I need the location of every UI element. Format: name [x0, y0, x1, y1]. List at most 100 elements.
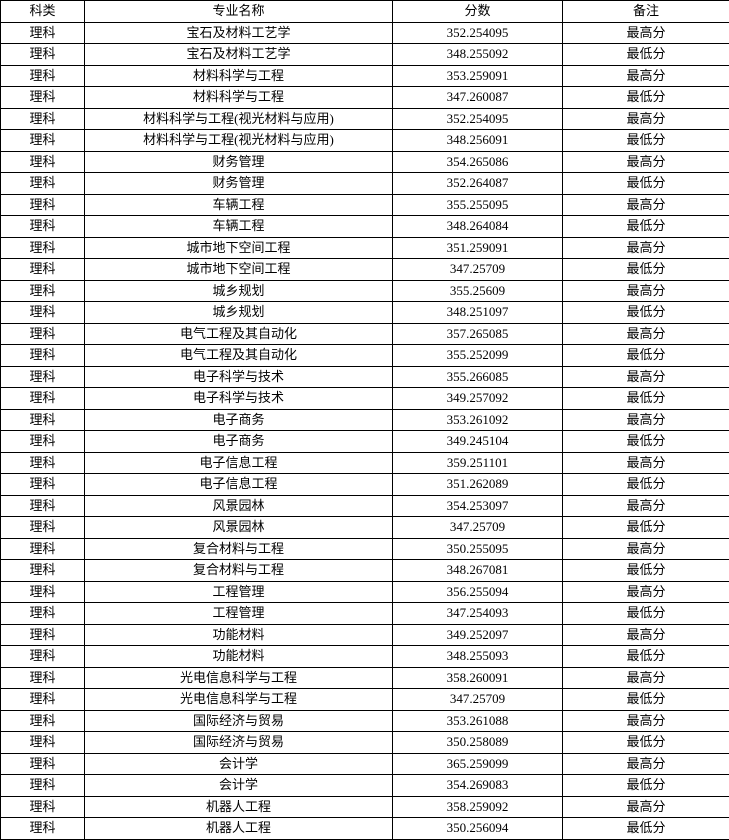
cell-major: 材料科学与工程 — [85, 87, 393, 109]
table-row: 理科国际经济与贸易350.258089最低分 — [1, 732, 729, 754]
cell-remark: 最高分 — [563, 108, 729, 130]
cell-remark: 最高分 — [563, 753, 729, 775]
cell-remark: 最高分 — [563, 495, 729, 517]
table-row: 理科风景园林347.25709最低分 — [1, 517, 729, 539]
cell-remark: 最高分 — [563, 710, 729, 732]
cell-remark: 最高分 — [563, 409, 729, 431]
cell-score: 354.269083 — [393, 775, 563, 797]
cell-score: 350.258089 — [393, 732, 563, 754]
cell-score: 347.25709 — [393, 689, 563, 711]
table-row: 理科城市地下空间工程351.259091最高分 — [1, 237, 729, 259]
table-row: 理科城市地下空间工程347.25709最低分 — [1, 259, 729, 281]
cell-major: 功能材料 — [85, 624, 393, 646]
cell-score: 352.264087 — [393, 173, 563, 195]
table-row: 理科电子科学与技术355.266085最高分 — [1, 366, 729, 388]
cell-category: 理科 — [1, 474, 85, 496]
cell-major: 城市地下空间工程 — [85, 259, 393, 281]
cell-remark: 最低分 — [563, 216, 729, 238]
header-category: 科类 — [1, 1, 85, 23]
table-row: 理科功能材料349.252097最高分 — [1, 624, 729, 646]
cell-major: 电子科学与技术 — [85, 388, 393, 410]
cell-category: 理科 — [1, 646, 85, 668]
score-table: 科类 专业名称 分数 备注 理科宝石及材料工艺学352.254095最高分理科宝… — [0, 0, 729, 840]
table-row: 理科材料科学与工程(视光材料与应用)352.254095最高分 — [1, 108, 729, 130]
cell-category: 理科 — [1, 280, 85, 302]
cell-remark: 最低分 — [563, 732, 729, 754]
cell-remark: 最低分 — [563, 130, 729, 152]
table-row: 理科复合材料与工程350.255095最高分 — [1, 538, 729, 560]
table-row: 理科电子信息工程351.262089最低分 — [1, 474, 729, 496]
cell-score: 354.253097 — [393, 495, 563, 517]
cell-remark: 最高分 — [563, 323, 729, 345]
cell-score: 351.262089 — [393, 474, 563, 496]
cell-major: 风景园林 — [85, 517, 393, 539]
cell-category: 理科 — [1, 818, 85, 840]
cell-score: 352.254095 — [393, 108, 563, 130]
cell-category: 理科 — [1, 753, 85, 775]
cell-remark: 最低分 — [563, 474, 729, 496]
cell-category: 理科 — [1, 388, 85, 410]
table-row: 理科财务管理354.265086最高分 — [1, 151, 729, 173]
cell-score: 351.259091 — [393, 237, 563, 259]
cell-category: 理科 — [1, 710, 85, 732]
cell-remark: 最高分 — [563, 194, 729, 216]
table-row: 理科风景园林354.253097最高分 — [1, 495, 729, 517]
cell-score: 347.25709 — [393, 259, 563, 281]
cell-major: 宝石及材料工艺学 — [85, 22, 393, 44]
cell-score: 354.265086 — [393, 151, 563, 173]
cell-score: 349.257092 — [393, 388, 563, 410]
cell-major: 电子科学与技术 — [85, 366, 393, 388]
cell-remark: 最低分 — [563, 44, 729, 66]
cell-major: 车辆工程 — [85, 216, 393, 238]
cell-category: 理科 — [1, 624, 85, 646]
table-row: 理科电子科学与技术349.257092最低分 — [1, 388, 729, 410]
table-row: 理科电子商务353.261092最高分 — [1, 409, 729, 431]
cell-category: 理科 — [1, 366, 85, 388]
table-row: 理科光电信息科学与工程358.260091最高分 — [1, 667, 729, 689]
cell-remark: 最高分 — [563, 538, 729, 560]
cell-score: 355.25609 — [393, 280, 563, 302]
cell-remark: 最低分 — [563, 603, 729, 625]
cell-score: 348.251097 — [393, 302, 563, 324]
cell-major: 材料科学与工程(视光材料与应用) — [85, 130, 393, 152]
cell-category: 理科 — [1, 517, 85, 539]
cell-remark: 最低分 — [563, 431, 729, 453]
cell-major: 工程管理 — [85, 603, 393, 625]
table-row: 理科城乡规划348.251097最低分 — [1, 302, 729, 324]
table-row: 理科功能材料348.255093最低分 — [1, 646, 729, 668]
cell-score: 355.266085 — [393, 366, 563, 388]
cell-major: 复合材料与工程 — [85, 560, 393, 582]
cell-score: 356.255094 — [393, 581, 563, 603]
cell-score: 357.265085 — [393, 323, 563, 345]
cell-category: 理科 — [1, 775, 85, 797]
cell-score: 347.25709 — [393, 517, 563, 539]
cell-score: 349.245104 — [393, 431, 563, 453]
table-row: 理科材料科学与工程(视光材料与应用)348.256091最低分 — [1, 130, 729, 152]
cell-major: 光电信息科学与工程 — [85, 667, 393, 689]
table-row: 理科工程管理347.254093最低分 — [1, 603, 729, 625]
cell-category: 理科 — [1, 538, 85, 560]
table-row: 理科光电信息科学与工程347.25709最低分 — [1, 689, 729, 711]
cell-major: 电气工程及其自动化 — [85, 345, 393, 367]
table-row: 理科车辆工程355.255095最高分 — [1, 194, 729, 216]
table-row: 理科电气工程及其自动化357.265085最高分 — [1, 323, 729, 345]
cell-major: 电子商务 — [85, 431, 393, 453]
cell-major: 财务管理 — [85, 151, 393, 173]
table-row: 理科宝石及材料工艺学348.255092最低分 — [1, 44, 729, 66]
cell-remark: 最低分 — [563, 775, 729, 797]
cell-major: 电气工程及其自动化 — [85, 323, 393, 345]
cell-category: 理科 — [1, 495, 85, 517]
cell-category: 理科 — [1, 87, 85, 109]
cell-score: 355.252099 — [393, 345, 563, 367]
cell-category: 理科 — [1, 22, 85, 44]
cell-major: 电子商务 — [85, 409, 393, 431]
cell-category: 理科 — [1, 65, 85, 87]
cell-category: 理科 — [1, 560, 85, 582]
table-row: 理科财务管理352.264087最低分 — [1, 173, 729, 195]
cell-category: 理科 — [1, 732, 85, 754]
cell-remark: 最低分 — [563, 345, 729, 367]
cell-category: 理科 — [1, 44, 85, 66]
header-row: 科类 专业名称 分数 备注 — [1, 1, 729, 23]
cell-remark: 最低分 — [563, 173, 729, 195]
cell-score: 359.251101 — [393, 452, 563, 474]
